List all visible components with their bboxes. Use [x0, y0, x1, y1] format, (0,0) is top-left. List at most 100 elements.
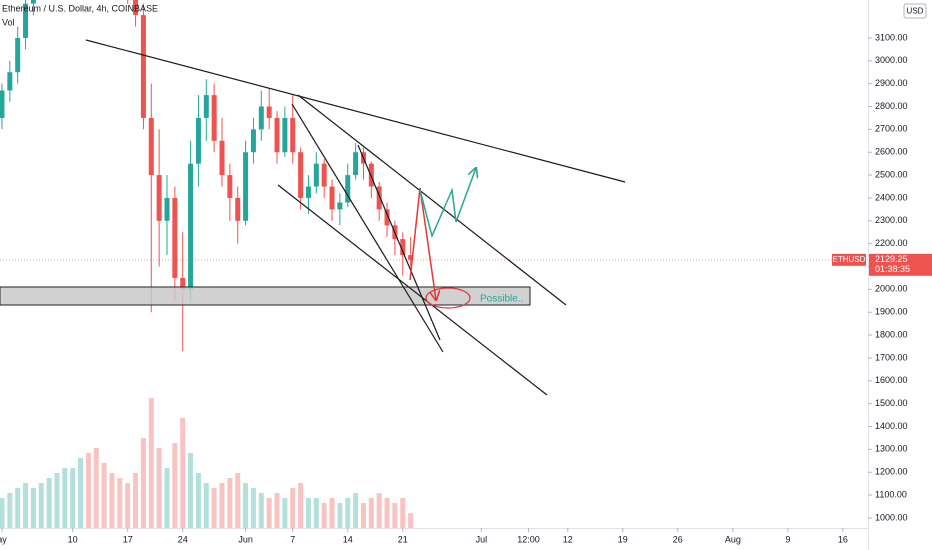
- x-tick-label: 24: [178, 534, 188, 544]
- x-tick-label: 16: [838, 534, 848, 544]
- y-tick-label: 2400.00: [875, 192, 908, 202]
- volume-bar: [329, 498, 335, 528]
- volume-bar: [353, 493, 359, 528]
- y-tick-label: 2300.00: [875, 215, 908, 225]
- volume-bar: [368, 498, 374, 528]
- volume-bar: [93, 448, 99, 528]
- candle-body: [172, 197, 178, 278]
- price-pane: [0, 0, 414, 352]
- y-tick-label: 2600.00: [875, 147, 908, 157]
- candle-body: [282, 117, 288, 153]
- candle-body: [243, 152, 249, 221]
- symbol-label: ETHUSD: [833, 255, 866, 264]
- volume-bar: [266, 498, 272, 528]
- volume-bar: [313, 498, 319, 528]
- trend-line: [291, 103, 444, 353]
- last-price-label: 2129.25: [875, 254, 908, 264]
- volume-bar: [321, 503, 327, 528]
- candle-body: [345, 175, 351, 203]
- candle-body: [313, 163, 319, 187]
- volume-bar: [70, 468, 76, 528]
- bear-path: [409, 187, 436, 300]
- volume-bar: [345, 498, 351, 528]
- last-price-tag: [869, 253, 932, 276]
- y-tick-label: 3100.00: [875, 32, 908, 42]
- candle-body: [211, 95, 217, 141]
- candle-body: [180, 277, 186, 290]
- candle-body: [235, 197, 241, 221]
- volume-bar: [203, 483, 209, 528]
- volume-bar: [46, 478, 52, 528]
- volume-bar: [305, 498, 311, 528]
- x-tick-label: ay: [0, 534, 7, 544]
- volume-bar: [274, 493, 280, 528]
- volume-bar: [180, 418, 186, 528]
- volume-bar: [282, 498, 288, 528]
- candle-body: [258, 106, 264, 130]
- candle-body: [274, 117, 280, 153]
- volume-bar: [188, 453, 194, 528]
- x-tick-label: 14: [343, 534, 353, 544]
- candle-body: [133, 0, 139, 16]
- volume-bar: [219, 483, 225, 528]
- y-tick-label: 1700.00: [875, 352, 908, 362]
- volume-bar: [148, 398, 154, 528]
- x-tick-label: 12: [563, 534, 573, 544]
- volume-bar: [156, 448, 162, 528]
- volume-bar: [85, 453, 91, 528]
- y-tick-label: 2700.00: [875, 124, 908, 134]
- candle-body: [266, 106, 272, 118]
- volume-bar: [235, 473, 241, 528]
- volume-bar: [101, 463, 107, 528]
- volume-bar: [62, 468, 68, 528]
- target-circle: [425, 287, 471, 309]
- y-tick-label: 1900.00: [875, 307, 908, 317]
- y-tick-label: 1500.00: [875, 398, 908, 408]
- y-tick-label: 1100.00: [875, 489, 907, 499]
- countdown: 01:38:35: [875, 264, 910, 274]
- trend-line: [85, 39, 626, 183]
- trend-line: [357, 144, 441, 341]
- support-zone: [0, 286, 531, 306]
- candle-body: [337, 202, 343, 210]
- y-tick-label: 1400.00: [875, 421, 908, 431]
- volume-bar: [243, 483, 249, 528]
- y-tick-label: 2000.00: [875, 284, 908, 294]
- y-tick-label: 2200.00: [875, 238, 908, 248]
- volume-bar: [250, 488, 256, 528]
- candle-body: [148, 117, 154, 176]
- y-tick-label: 1000.00: [875, 512, 908, 522]
- volume-bar: [140, 438, 146, 528]
- bull-path: [419, 168, 476, 239]
- x-tick-label: 7: [290, 534, 295, 544]
- volume-bar: [408, 513, 414, 528]
- x-tick-label: 17: [123, 534, 133, 544]
- currency-box[interactable]: [903, 3, 927, 19]
- volume-bar: [195, 473, 201, 528]
- y-tick-label: 2900.00: [875, 78, 908, 88]
- volume-bar: [258, 493, 264, 528]
- chart-title: Ethereum / U.S. Dollar, 4h, COINBASE: [2, 3, 158, 13]
- x-tick-label: 9: [785, 534, 790, 544]
- x-tick-label: Jul: [476, 534, 488, 544]
- candle-body: [298, 152, 304, 198]
- candle-body: [0, 90, 5, 118]
- candle-body: [384, 209, 390, 226]
- candle-body: [195, 117, 201, 164]
- volume-bar: [337, 503, 343, 528]
- candle-body: [140, 15, 146, 118]
- volume-bar: [54, 473, 60, 528]
- volume-bar: [392, 503, 398, 528]
- candle-body: [321, 163, 327, 187]
- currency: USD: [907, 7, 924, 16]
- volume-bar: [109, 473, 115, 528]
- y-tick-label: 2500.00: [875, 169, 908, 179]
- volume-bar: [15, 488, 21, 528]
- drawings: Possible..: [0, 39, 626, 396]
- candle-body: [30, 0, 36, 4]
- x-tick-label: 26: [673, 534, 683, 544]
- candle-body: [353, 152, 359, 176]
- candle-body: [188, 163, 194, 290]
